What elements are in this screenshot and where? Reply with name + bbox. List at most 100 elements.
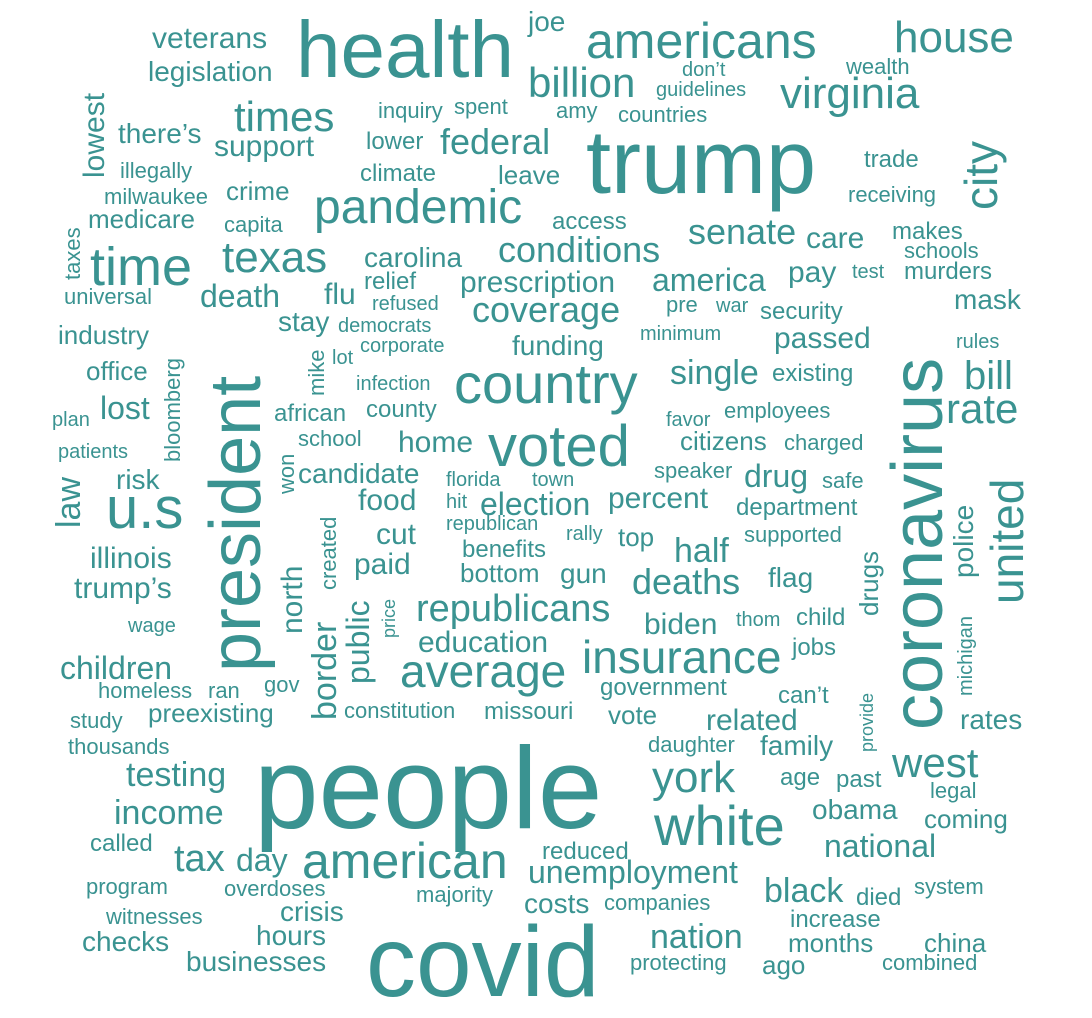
word-crisis: crisis xyxy=(280,896,344,927)
word-voted: voted xyxy=(488,414,630,479)
word-hours: hours xyxy=(256,920,327,951)
word-town: town xyxy=(532,469,575,491)
word-overdoses: overdoses xyxy=(224,876,326,901)
word-citizens: citizens xyxy=(680,426,767,456)
word-drugs: drugs xyxy=(854,550,884,616)
word-pre: pre xyxy=(666,292,698,317)
word-lower: lower xyxy=(366,128,424,155)
word-white: white xyxy=(654,794,785,857)
word-patients: patients xyxy=(58,441,129,463)
word-average: average xyxy=(400,645,567,697)
word-testing: testing xyxy=(126,756,227,794)
word-combined: combined xyxy=(882,950,978,975)
word-witnesses: witnesses xyxy=(106,904,203,929)
word-trump: trump xyxy=(586,113,817,213)
word-favor: favor xyxy=(666,409,711,431)
word-county: county xyxy=(366,396,437,423)
word-billion: billion xyxy=(528,59,636,106)
word-safe: safe xyxy=(822,468,864,493)
word-costs: costs xyxy=(524,888,590,919)
word-wage: wage xyxy=(128,615,176,637)
word-wealth: wealth xyxy=(846,54,910,79)
word-homeless: homeless xyxy=(98,678,193,703)
word-education: education xyxy=(418,626,549,659)
word-care: care xyxy=(806,222,865,255)
word-mike: mike xyxy=(304,349,329,396)
word-china: china xyxy=(924,928,987,958)
word-federal: federal xyxy=(440,121,551,162)
word-united: united xyxy=(981,478,1033,604)
word-covid: covid xyxy=(366,906,600,1018)
word-rules: rules xyxy=(956,331,1000,353)
word-pandemic: pandemic xyxy=(314,181,523,234)
word-public: public xyxy=(340,600,376,684)
word-supported: supported xyxy=(744,522,842,547)
word-michigan: michigan xyxy=(955,615,977,696)
word-industry: industry xyxy=(58,320,150,350)
word-missouri: missouri xyxy=(484,698,574,725)
word-trade: trade xyxy=(864,146,919,173)
word-veterans: veterans xyxy=(152,22,268,55)
word-funding: funding xyxy=(512,330,604,361)
word-age: age xyxy=(780,764,821,791)
word-percent: percent xyxy=(608,482,709,515)
word-democrats: democrats xyxy=(338,315,432,337)
word-vote: vote xyxy=(608,700,658,730)
word-companies: companies xyxy=(604,890,711,915)
word-medicare: medicare xyxy=(88,204,195,234)
word-legislation: legislation xyxy=(148,56,273,87)
word-existing: existing xyxy=(772,360,854,387)
word-lost: lost xyxy=(100,390,150,426)
word-election: election xyxy=(480,486,591,522)
word-food: food xyxy=(358,484,417,517)
word-americans: americans xyxy=(586,13,817,69)
word-makes: makes xyxy=(892,218,963,245)
word-preexisting: preexisting xyxy=(148,698,274,728)
word-gun: gun xyxy=(560,558,607,589)
word-corporate: corporate xyxy=(360,335,445,357)
word-speaker: speaker xyxy=(654,458,733,483)
word-called: called xyxy=(90,830,153,857)
word-charged: charged xyxy=(784,430,864,455)
word-nation: nation xyxy=(650,918,743,956)
word-single: single xyxy=(670,354,759,392)
word-rates: rates xyxy=(960,704,1023,735)
word-increase: increase xyxy=(790,906,881,933)
word-senate: senate xyxy=(688,211,797,252)
word-murders: murders xyxy=(904,258,993,285)
word-illegally: illegally xyxy=(120,158,193,183)
word-school: school xyxy=(298,426,362,451)
word-health: health xyxy=(296,5,514,94)
word-republicans: republicans xyxy=(416,588,611,630)
word-cut: cut xyxy=(376,518,417,551)
word-child: child xyxy=(796,604,846,631)
word-flu: flu xyxy=(324,278,356,311)
word-coverage: coverage xyxy=(472,289,621,330)
word-lowest: lowest xyxy=(78,92,111,178)
word-north: north xyxy=(276,565,309,634)
word-deaths: deaths xyxy=(632,561,741,602)
word-benefits: benefits xyxy=(462,536,547,563)
word-guidelines: guidelines xyxy=(656,79,747,101)
word-plan: plan xyxy=(52,409,90,431)
word-crime: crime xyxy=(226,176,290,206)
word-system: system xyxy=(914,874,984,899)
word-hit: hit xyxy=(446,491,468,513)
word-thom: thom xyxy=(736,609,781,631)
word-prescription: prescription xyxy=(460,266,616,299)
word-insurance: insurance xyxy=(582,631,782,683)
word-us: u.s xyxy=(106,476,184,541)
word-day: day xyxy=(236,842,288,878)
word-republican: republican xyxy=(446,513,539,535)
word-children: children xyxy=(60,650,173,686)
word-dont: don’t xyxy=(682,59,726,81)
word-national: national xyxy=(824,828,937,864)
word-relief: relief xyxy=(364,268,417,295)
word-test: test xyxy=(852,261,885,283)
word-government: government xyxy=(600,674,727,701)
word-office: office xyxy=(86,356,148,386)
word-risk: risk xyxy=(116,464,160,495)
word-infection: infection xyxy=(356,373,431,395)
word-constitution: constitution xyxy=(344,698,456,723)
word-half: half xyxy=(674,532,729,570)
